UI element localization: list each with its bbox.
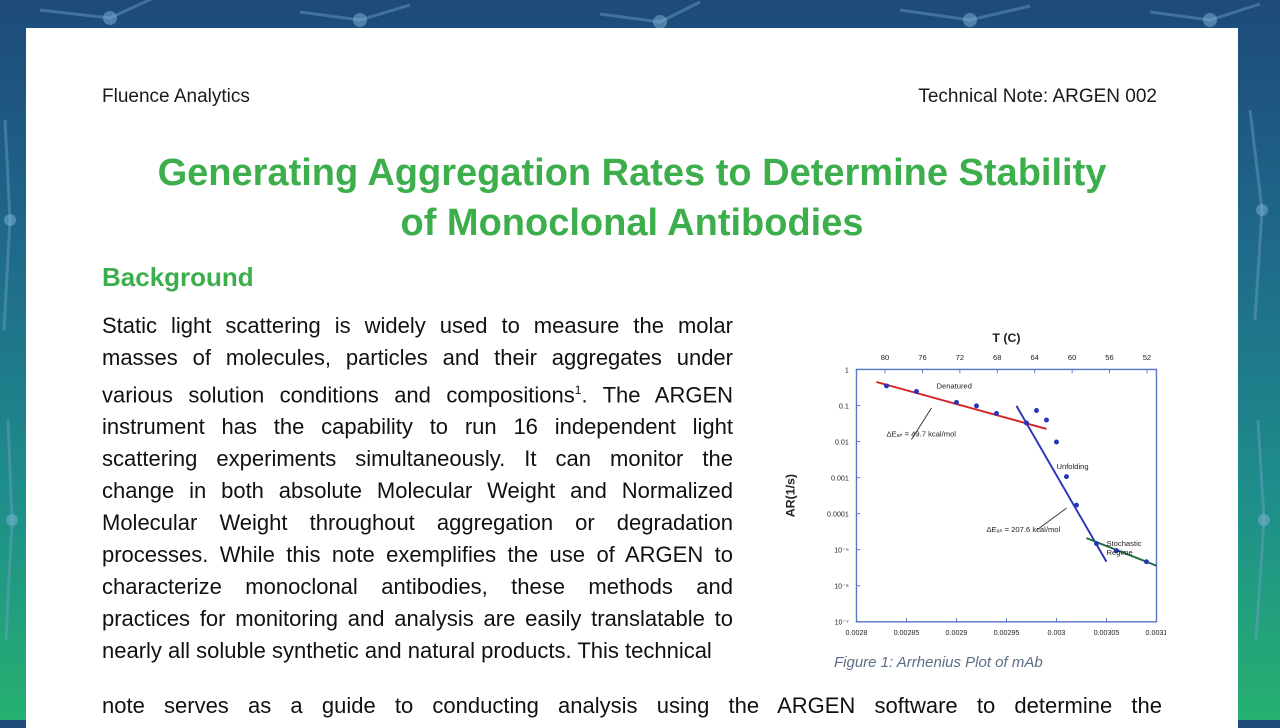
- y-axis-label: AR(1/s): [784, 474, 798, 517]
- data-point: [884, 383, 889, 389]
- data-point: [954, 399, 959, 405]
- body-paragraph-continued: note serves as a guide to conducting ana…: [102, 693, 1162, 718]
- section-heading-background: Background: [102, 262, 254, 292]
- y-tick-label: 10⁻⁶: [834, 583, 849, 591]
- body-text-part2: . The ARGEN instrument has the capabilit…: [102, 382, 734, 664]
- body-paragraph: Static light scattering is widely used t…: [102, 310, 733, 667]
- chart-annotation: ΔEₐₙ = 207.6 kcal/mol: [986, 525, 1060, 534]
- data-point: [1144, 559, 1149, 565]
- data-point: [1064, 474, 1069, 480]
- chart-annotation: Regime: [1106, 548, 1132, 557]
- chart-annotation: ΔEₐₙ = 49.7 kcal/mol: [886, 429, 956, 438]
- chart-annotation: Stochastic: [1106, 539, 1141, 548]
- y-tick-label: 0.0001: [827, 511, 849, 519]
- x-tick-label: 0.0028: [846, 629, 868, 637]
- document-page: Fluence Analytics Technical Note: ARGEN …: [26, 28, 1238, 728]
- x-tick-label: 0.0031: [1146, 629, 1166, 637]
- top-tick-label: 68: [993, 353, 1001, 362]
- y-tick-label: 10⁻⁵: [834, 547, 849, 555]
- data-point: [1034, 407, 1039, 413]
- top-tick-label: 80: [881, 353, 889, 362]
- x-tick-label: 0.00305: [1094, 629, 1120, 637]
- top-tick-label: 72: [956, 353, 964, 362]
- top-tick-label: 64: [1030, 353, 1039, 362]
- x-tick-label: 0.00285: [894, 629, 920, 637]
- data-point: [914, 389, 919, 394]
- document-title: Generating Aggregation Rates to Determin…: [86, 148, 1178, 248]
- x-tick-label: 0.003: [1048, 629, 1066, 637]
- top-tick-label: 76: [918, 353, 926, 362]
- top-tick-label: 56: [1105, 353, 1113, 362]
- top-tick-label: 52: [1143, 353, 1151, 362]
- footnote-marker: 1: [574, 383, 582, 397]
- arrhenius-plot: T (C) 80 76 72 68 64 60 56 52 0.0028 0.00285 0.0029…: [784, 331, 1166, 637]
- top-tick-label: 60: [1068, 353, 1076, 362]
- body-text-part1: Static light scattering is widely used t…: [102, 313, 733, 408]
- top-axis-label: T (C): [992, 331, 1020, 345]
- data-point: [1024, 420, 1029, 426]
- data-point: [1074, 502, 1079, 508]
- header-note-id: Technical Note: ARGEN 002: [918, 86, 1157, 107]
- y-tick-label: 0.001: [831, 474, 849, 482]
- fit-line: [1015, 405, 1108, 563]
- fit-line: [876, 381, 1047, 430]
- title-line-1: Generating Aggregation Rates to Determin…: [157, 152, 1107, 194]
- x-tick-label: 0.0029: [946, 629, 968, 637]
- data-point: [1044, 417, 1049, 423]
- data-point: [1114, 548, 1119, 554]
- y-tick-label: 0.1: [839, 402, 849, 410]
- annotation-pointer: [911, 407, 932, 440]
- x-tick-label: 0.00295: [994, 629, 1020, 637]
- data-point: [1094, 541, 1099, 547]
- data-point: [994, 411, 999, 417]
- y-tick-label: 1: [845, 366, 849, 374]
- figure-caption: Figure 1: Arrhenius Plot of mAb: [834, 654, 1043, 671]
- plot-frame: [855, 368, 1158, 623]
- data-point: [1054, 439, 1059, 445]
- annotation-pointer: [1036, 507, 1067, 531]
- chart-annotation: Denatured: [936, 381, 972, 390]
- y-tick-label: 0.01: [835, 438, 849, 446]
- header-company: Fluence Analytics: [102, 86, 250, 107]
- title-line-2: of Monoclonal Antibodies: [400, 202, 864, 244]
- y-tick-label: 10⁻⁷: [835, 619, 850, 627]
- data-point: [974, 403, 979, 409]
- chart-annotation: Unfolding: [1056, 462, 1088, 471]
